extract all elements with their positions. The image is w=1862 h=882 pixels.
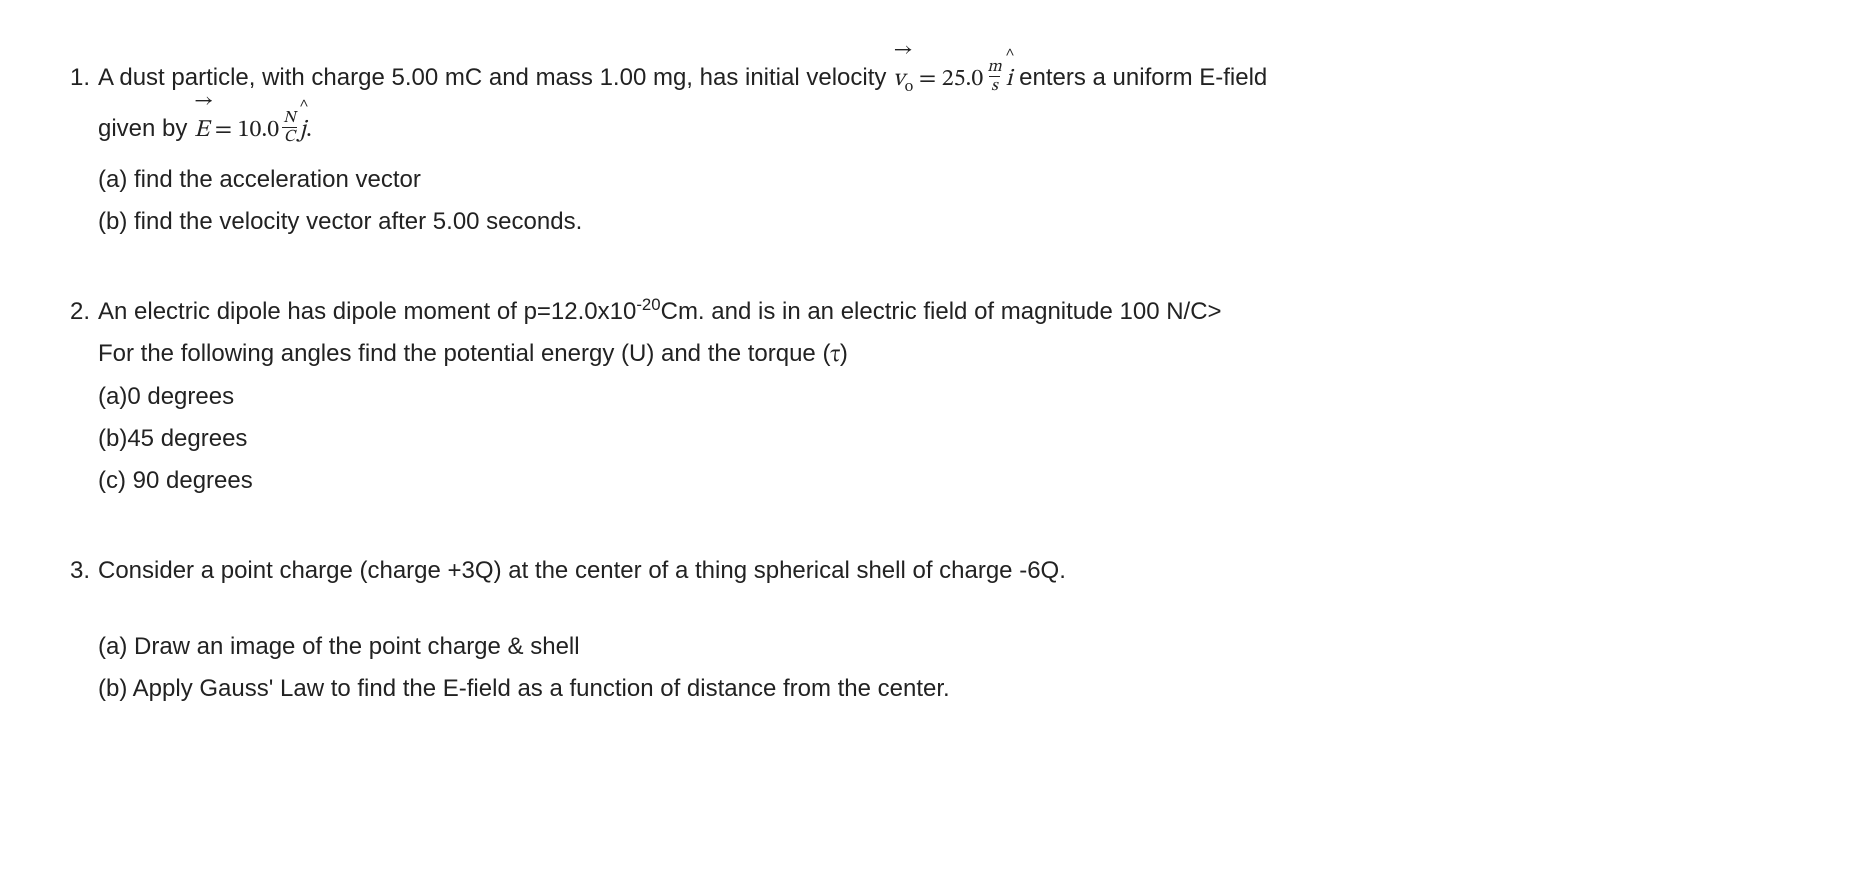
p2-l1-post: Cm. and is in an electric field of magni… xyxy=(661,298,1222,325)
problem-1-line2: given by →E = 10.0NC^ j. xyxy=(98,111,1792,148)
p2-l2-post: ) xyxy=(840,340,848,367)
frac-m: m xyxy=(985,59,1003,77)
E-vector: →E xyxy=(194,112,209,148)
problem-2-line1: An electric dipole has dipole moment of … xyxy=(98,294,1792,330)
problem-3: 3. Consider a point charge (charge +3Q) … xyxy=(70,553,1792,713)
v0-value: 25.0 xyxy=(942,67,984,91)
problem-2-row: 2. An electric dipole has dipole moment … xyxy=(70,294,1792,505)
p2-l2-pre: For the following angles find the potent… xyxy=(98,340,830,367)
problem-1-row: 1. A dust particle, with charge 5.00 mC … xyxy=(70,60,1792,246)
problem-2: 2. An electric dipole has dipole moment … xyxy=(70,294,1792,505)
tau-symbol: τ xyxy=(830,343,839,367)
frac-C: C xyxy=(282,127,297,146)
equals2: = xyxy=(209,118,238,142)
problem-1-number: 1. xyxy=(70,60,98,96)
p1-given: given by xyxy=(98,115,194,142)
problem-2-c: (c) 90 degrees xyxy=(98,463,1792,499)
problem-1-b: (b) find the velocity vector after 5.00 … xyxy=(98,204,1792,240)
frac-N: N xyxy=(281,110,297,128)
v0-vector: →vo xyxy=(893,61,913,97)
ms-fraction: ms xyxy=(985,59,1003,96)
frac-s: s xyxy=(989,76,1000,95)
i-char: i xyxy=(1006,67,1013,91)
j-char: j xyxy=(300,118,306,142)
problem-3-b: (b) Apply Gauss' Law to find the E-field… xyxy=(98,671,1792,707)
problem-2-number: 2. xyxy=(70,294,98,330)
j-hat: ^ j xyxy=(300,112,306,148)
problem-1-line1: A dust particle, with charge 5.00 mC and… xyxy=(98,60,1792,97)
p2-exp: -20 xyxy=(636,295,660,314)
i-hat: ^ i xyxy=(1006,61,1013,97)
p1-intro1: A dust particle, with charge 5.00 mC and… xyxy=(98,64,893,91)
problem-3-row: 3. Consider a point charge (charge +3Q) … xyxy=(70,553,1792,713)
problem-1-a: (a) find the acceleration vector xyxy=(98,162,1792,198)
equals1: = xyxy=(913,67,942,91)
problem-3-a: (a) Draw an image of the point charge & … xyxy=(98,629,1792,665)
E-value: 10.0 xyxy=(238,118,280,142)
problem-2-body: An electric dipole has dipole moment of … xyxy=(98,294,1792,505)
problem-1-body: A dust particle, with charge 5.00 mC and… xyxy=(98,60,1792,246)
problem-1: 1. A dust particle, with charge 5.00 mC … xyxy=(70,60,1792,246)
problem-2-a: (a)0 degrees xyxy=(98,379,1792,415)
problem-2-b: (b)45 degrees xyxy=(98,421,1792,457)
problem-2-line2: For the following angles find the potent… xyxy=(98,336,1792,373)
NC-fraction: NC xyxy=(281,110,297,147)
problem-3-number: 3. xyxy=(70,553,98,589)
problem-3-body: Consider a point charge (charge +3Q) at … xyxy=(98,553,1792,713)
period: . xyxy=(306,118,312,142)
p1-intro2: enters a uniform E-field xyxy=(1012,64,1267,91)
p2-l1-pre: An electric dipole has dipole moment of … xyxy=(98,298,636,325)
problem-3-line1: Consider a point charge (charge +3Q) at … xyxy=(98,553,1792,589)
